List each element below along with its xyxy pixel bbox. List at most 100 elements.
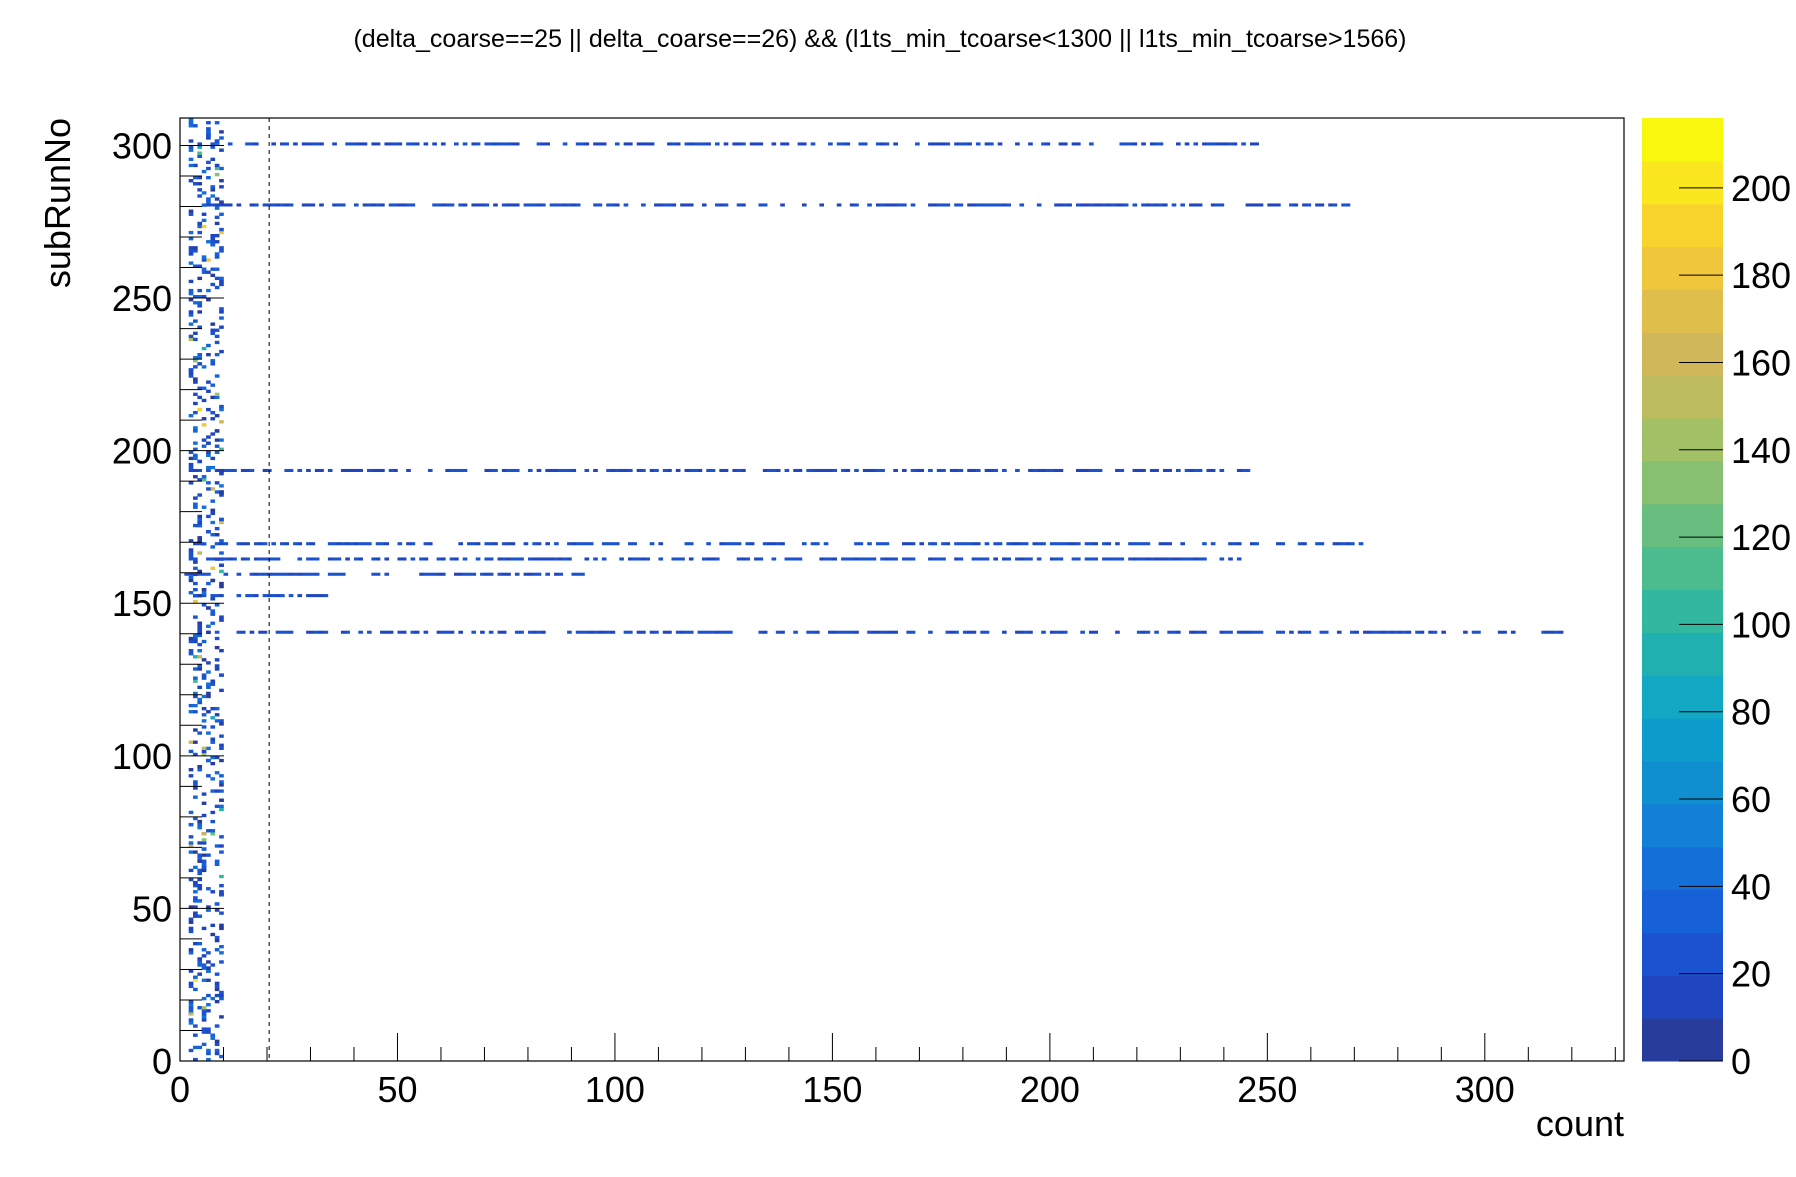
heatmap-cell — [706, 542, 711, 546]
heatmap-cell — [1162, 542, 1168, 546]
heatmap-cell — [201, 639, 207, 644]
heatmap-cell — [193, 295, 198, 299]
heatmap-cell — [962, 542, 968, 546]
heatmap-cell — [928, 203, 933, 207]
heatmap-cell — [558, 572, 564, 576]
heatmap-cell — [206, 1048, 211, 1053]
heatmap-cell — [210, 142, 216, 146]
heatmap-cell — [210, 383, 216, 387]
heatmap-cell — [1236, 630, 1242, 634]
heatmap-cell — [458, 203, 464, 207]
heatmap-cell — [210, 465, 216, 470]
heatmap-cell — [1336, 542, 1342, 546]
heatmap-cell — [188, 822, 194, 827]
heatmap-cell — [1023, 630, 1029, 634]
heatmap-cell — [880, 203, 885, 207]
heatmap-cell — [471, 630, 477, 634]
heatmap-cell — [197, 520, 203, 525]
heatmap-cell — [188, 310, 194, 314]
heatmap-cell — [1184, 142, 1190, 146]
heatmap-cell — [375, 557, 381, 561]
heatmap-cell — [271, 572, 276, 576]
heatmap-cell — [958, 203, 964, 207]
heatmap-cell — [906, 630, 911, 634]
heatmap-cell — [606, 468, 611, 473]
heatmap-cell — [1332, 203, 1338, 207]
heatmap-cell — [1254, 542, 1259, 546]
heatmap-cell — [841, 630, 846, 634]
heatmap-cell — [1162, 203, 1168, 207]
heatmap-cell — [945, 542, 951, 546]
heatmap-cell — [349, 142, 355, 146]
heatmap-cell — [219, 990, 224, 995]
y-tick-label: 200 — [112, 431, 172, 472]
heatmap-cell — [1336, 630, 1342, 634]
heatmap-cell — [197, 542, 203, 546]
heatmap-cell — [1154, 468, 1159, 473]
heatmap-cell — [214, 603, 220, 607]
heatmap-cell — [567, 203, 572, 207]
heatmap-cell — [214, 719, 220, 723]
heatmap-cell — [193, 600, 198, 604]
heatmap-cell — [1202, 542, 1207, 546]
heatmap-cell — [188, 905, 194, 909]
heatmap-cell — [310, 594, 316, 598]
heatmap-cell — [271, 542, 276, 546]
heatmap-cell — [919, 468, 925, 473]
heatmap-cell — [201, 1018, 207, 1022]
heatmap-cell — [1058, 630, 1064, 634]
heatmap-cell — [193, 456, 198, 461]
heatmap-cell — [523, 572, 529, 576]
heatmap-cell — [597, 630, 603, 634]
heatmap-cell — [584, 557, 590, 561]
colorbar-segment — [1642, 718, 1723, 762]
heatmap-cell — [284, 542, 290, 546]
heatmap-cell — [793, 468, 798, 473]
heatmap-cell — [675, 630, 681, 634]
heatmap-cell — [319, 630, 324, 634]
heatmap-cell — [510, 542, 516, 546]
heatmap-cell — [210, 145, 216, 149]
heatmap-cell — [1006, 203, 1012, 207]
heatmap-cell — [353, 142, 359, 146]
heatmap-cell — [1036, 557, 1042, 561]
heatmap-cell — [875, 142, 881, 146]
heatmap-cell — [236, 572, 242, 576]
heatmap-cell — [197, 856, 203, 860]
heatmap-cell — [762, 630, 768, 634]
heatmap-cell — [967, 203, 972, 207]
heatmap-cell — [875, 630, 881, 634]
y-tick-label: 0 — [152, 1041, 172, 1082]
heatmap-cell — [971, 468, 977, 473]
heatmap-cell — [297, 542, 303, 546]
heatmap-cell — [1041, 630, 1046, 634]
heatmap-cell — [193, 496, 198, 500]
heatmap-cell — [210, 740, 216, 744]
heatmap-cell — [284, 468, 290, 473]
heatmap-cell — [197, 764, 203, 769]
heatmap-cell — [988, 142, 994, 146]
heatmap-cell — [384, 142, 390, 146]
heatmap-cell — [358, 557, 363, 561]
heatmap-cell — [1089, 542, 1094, 546]
heatmap-cell — [214, 771, 220, 775]
heatmap-cell — [219, 722, 224, 726]
heatmap-cell — [219, 551, 224, 555]
heatmap-cell — [967, 468, 972, 473]
heatmap-cell — [206, 661, 211, 665]
heatmap-cell — [471, 203, 477, 207]
heatmap-cell — [610, 203, 616, 207]
heatmap-cell — [214, 987, 220, 992]
heatmap-cell — [193, 914, 198, 918]
heatmap-cell — [1271, 203, 1277, 207]
heatmap-cell — [197, 304, 203, 308]
heatmap-cell — [662, 630, 668, 634]
heatmap-cell — [232, 557, 237, 561]
heatmap-cell — [197, 887, 203, 891]
heatmap-cell — [340, 630, 346, 634]
heatmap-cell — [427, 468, 433, 473]
heatmap-cell — [188, 951, 194, 955]
heatmap-cell — [258, 557, 263, 561]
heatmap-cell — [188, 703, 194, 708]
heatmap-cell — [1393, 630, 1399, 634]
